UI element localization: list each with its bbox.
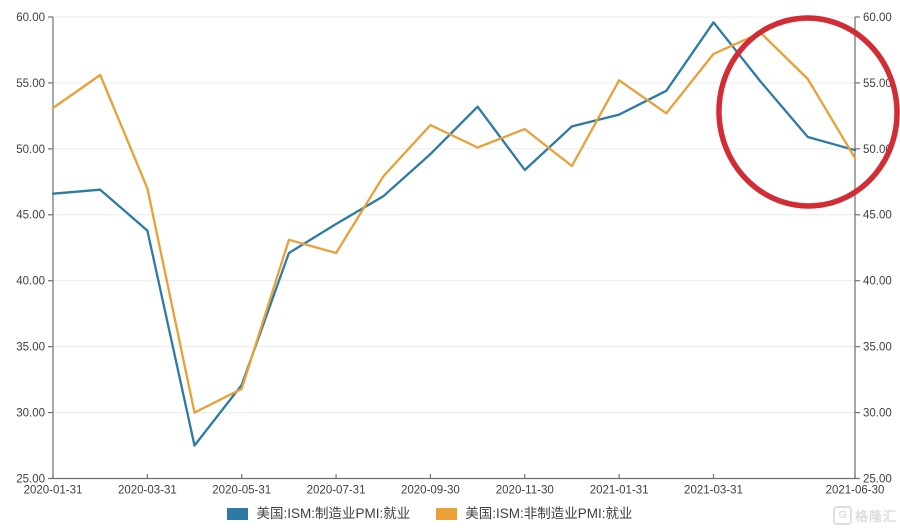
series-line-1 [51,31,857,414]
legend-label-manufacturing-pmi: 美国:ISM:制造业PMI:就业 [256,506,411,522]
x-tick-label-2020-07-31: 2020-07-31 [307,485,366,497]
y-tick-label-right-55: 55.00 [863,78,892,90]
y-tick-label-right-25: 25.00 [863,473,892,485]
y-tick-label-left-35: 35.00 [16,342,45,354]
y-tick-label-right-35: 35.00 [863,342,892,354]
gelonghui-watermark: G 格隆汇 [832,506,897,525]
x-tick-label-2021-03-31: 2021-03-31 [684,485,743,497]
x-tick-label-2020-05-31: 2020-05-31 [212,485,271,497]
y-tick-label-right-45: 45.00 [863,210,892,222]
highlight-circle-annotation [716,15,900,209]
y-tick-label-right-40: 40.00 [863,276,892,288]
x-tick-label-2021-01-31: 2021-01-31 [590,485,649,497]
legend-label-nonmanufacturing-pmi: 美国:ISM:非制造业PMI:就业 [465,506,633,522]
y-tick-label-right-30: 30.00 [863,407,892,419]
gelonghui-watermark-text: 格隆汇 [854,509,897,524]
x-tick-label-2020-09-30: 2020-09-30 [401,485,460,497]
y-tick-label-left-50: 50.00 [16,144,45,156]
gelonghui-logo-icon: G [832,506,852,525]
y-tick-label-left-30: 30.00 [16,407,45,419]
y-tick-label-left-40: 40.00 [16,276,45,288]
x-tick-label-2020-03-31: 2020-03-31 [118,485,177,497]
y-tick-label-left-55: 55.00 [16,78,45,90]
x-tick-label-2020-11-30: 2020-11-30 [496,485,554,497]
legend-item-manufacturing-pmi: 美国:ISM:制造业PMI:就业 [227,507,410,521]
x-tick-label-2021-06-30: 2021-06-30 [826,485,885,497]
legend-item-nonmanufacturing-pmi: 美国:ISM:非制造业PMI:就业 [436,506,633,522]
legend-swatch-nonmanufacturing-pmi [436,508,458,520]
y-tick-label-left-25: 25.00 [16,473,45,485]
series-line-0 [51,21,857,447]
legend-swatch-manufacturing-pmi [227,508,249,520]
y-tick-label-left-45: 45.00 [16,210,45,222]
y-tick-label-right-50: 50.00 [863,144,892,156]
y-tick-label-left-60: 60.00 [16,12,45,24]
y-tick-label-right-60: 60.00 [863,12,892,24]
chart-legend: 美国:ISM:制造业PMI:就业 美国:ISM:非制造业PMI:就业 [0,503,860,525]
x-tick-label-2020-01-31: 2020-01-31 [24,485,83,497]
